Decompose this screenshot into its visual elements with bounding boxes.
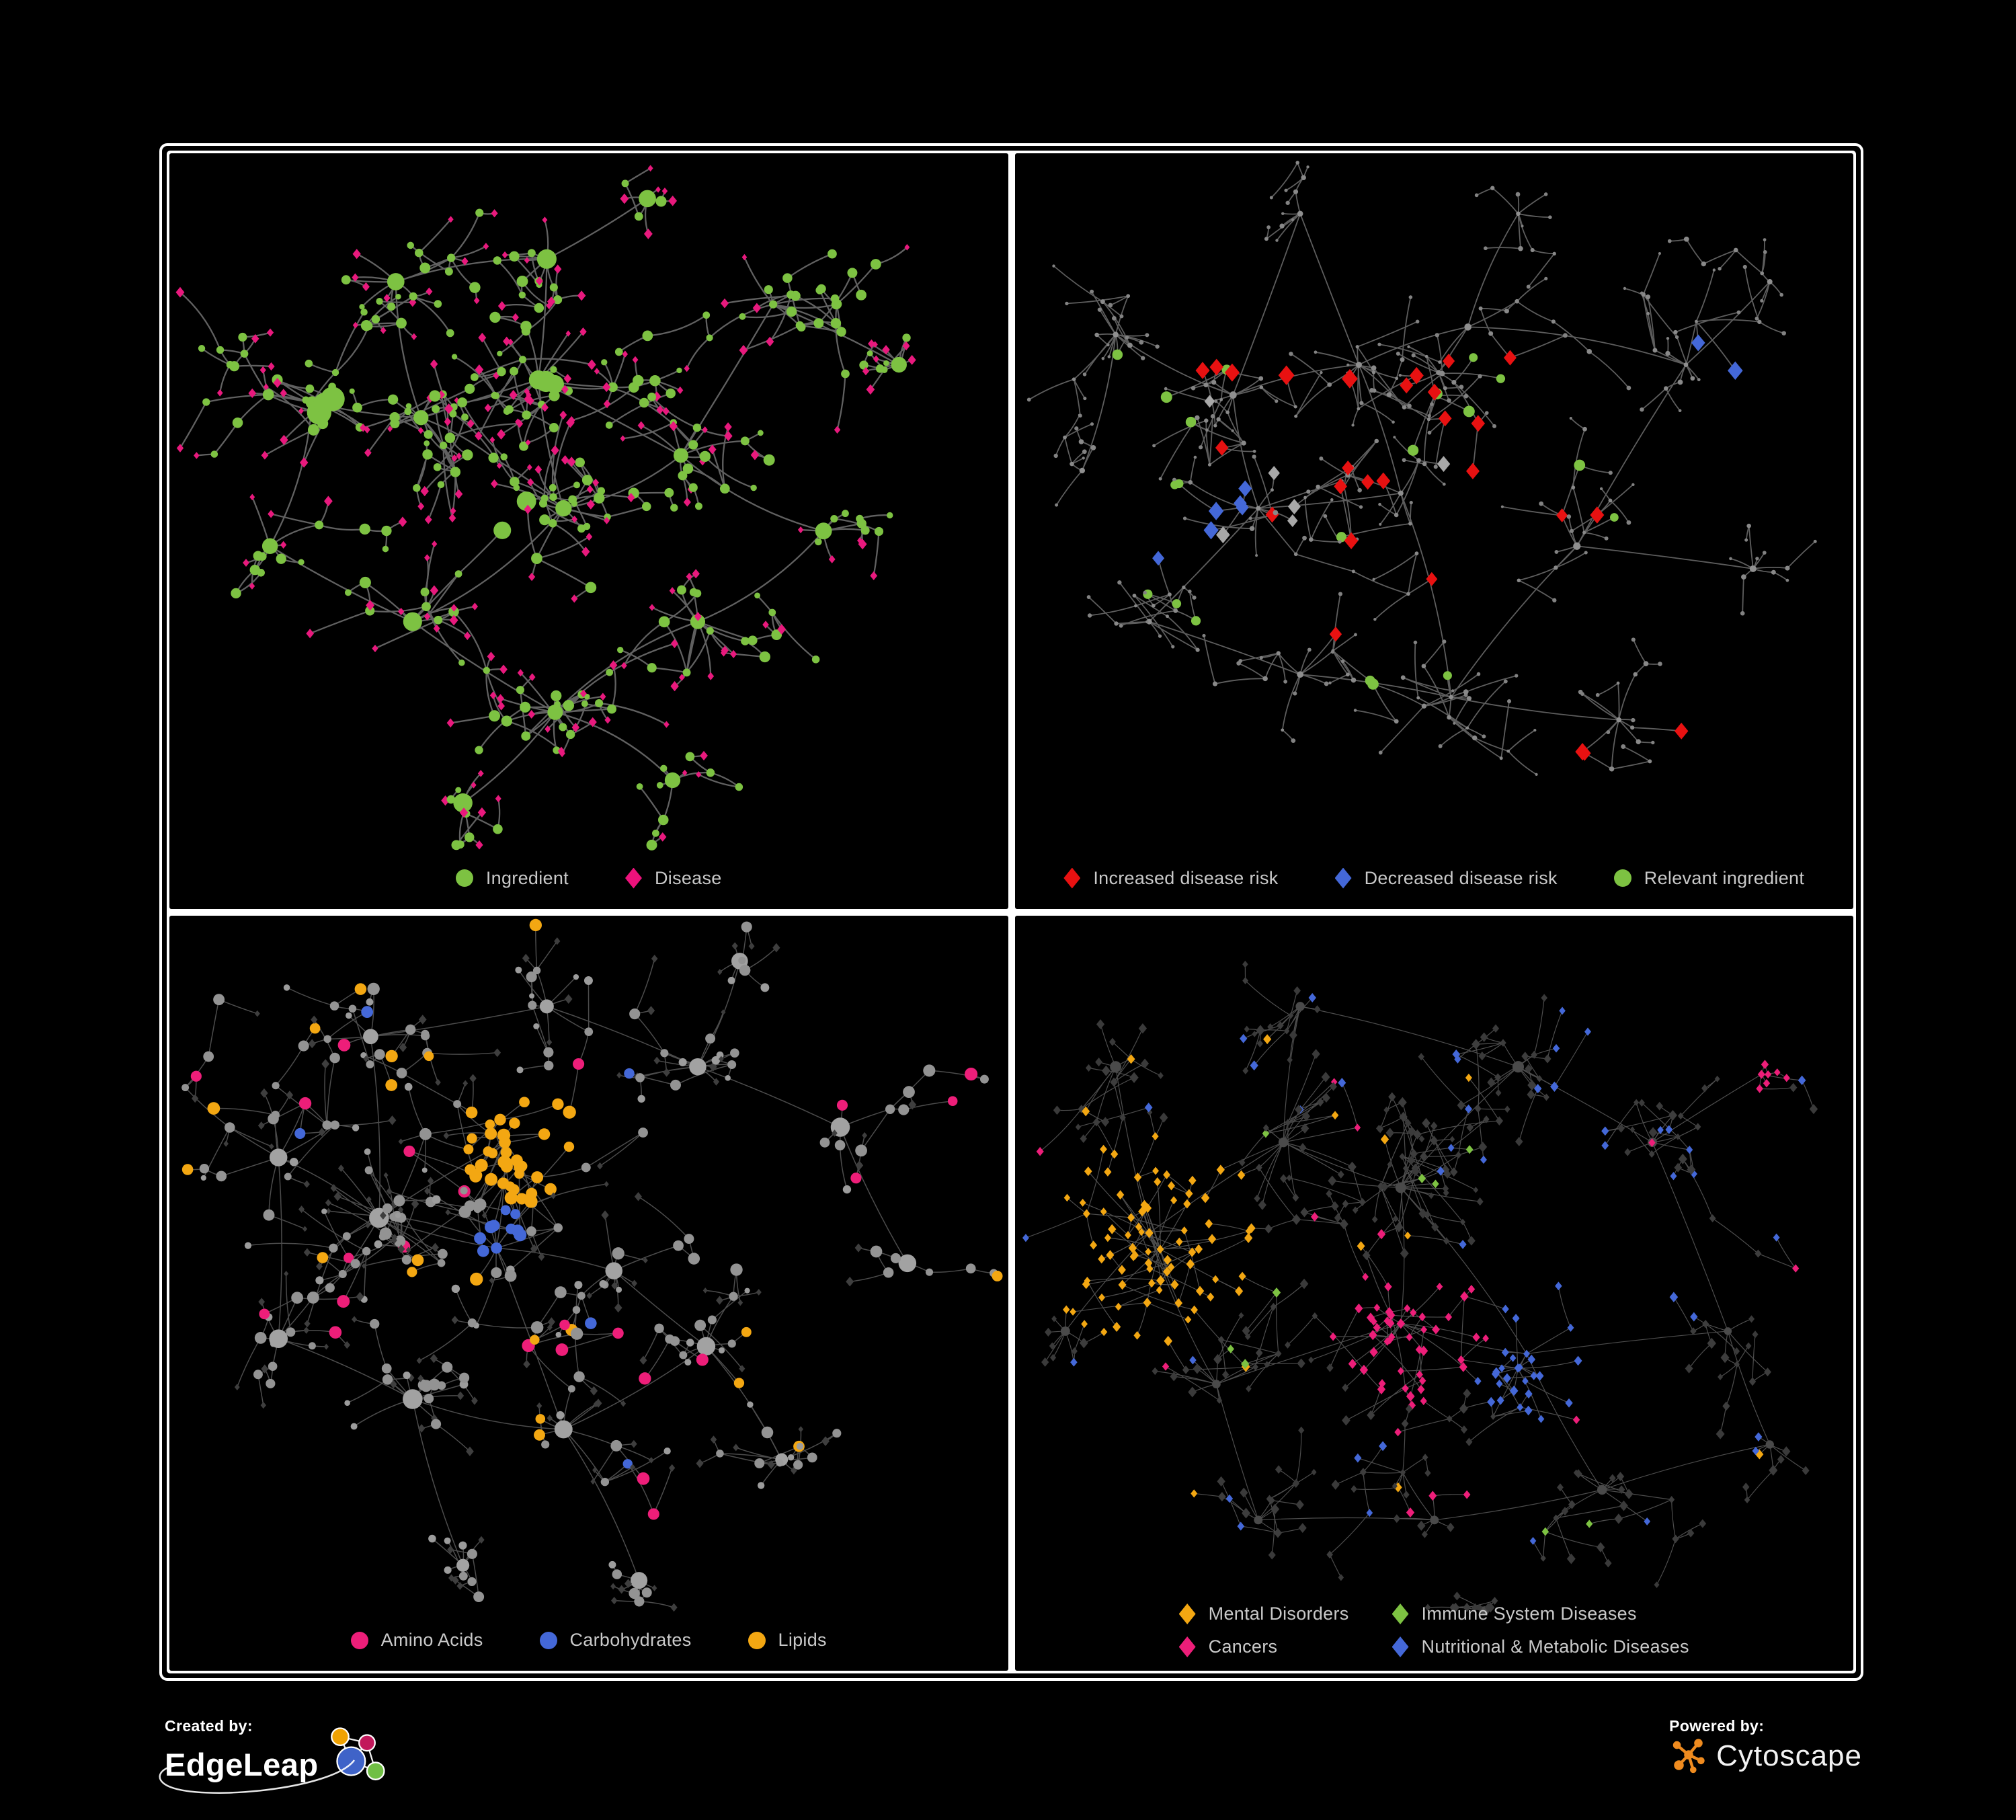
panel-grid: Ingredient Disease Increased disease risk… bbox=[167, 151, 1856, 1673]
legend-label: Amino Acids bbox=[380, 1630, 483, 1650]
immune-system-diseases-marker-icon bbox=[1392, 1604, 1409, 1624]
figure-frame: Ingredient Disease Increased disease risk… bbox=[159, 143, 1863, 1681]
carbohydrates-marker-icon bbox=[539, 1631, 557, 1649]
network-graph-ingredient-disease bbox=[175, 165, 916, 850]
legend-item-increased-disease-risk: Increased disease risk bbox=[1063, 867, 1279, 889]
legend-item-carbohydrates: Carbohydrates bbox=[539, 1630, 692, 1651]
ingredient-marker-icon bbox=[455, 869, 473, 887]
legend-item-decreased-disease-risk: Decreased disease risk bbox=[1334, 867, 1558, 889]
cytoscape-logo-icon bbox=[1672, 1739, 1705, 1774]
legend-item-amino-acids: Amino Acids bbox=[350, 1630, 483, 1651]
legend-ingredient-disease: Ingredient Disease bbox=[169, 867, 1008, 889]
legend-disease-risk: Increased disease risk Decreased disease … bbox=[1015, 867, 1854, 889]
cancers-marker-icon bbox=[1178, 1636, 1196, 1657]
cytoscape-wordmark: Cytoscape bbox=[1716, 1739, 1862, 1772]
legend-label: Nutritional & Metabolic Diseases bbox=[1421, 1636, 1689, 1657]
network-graph-nutrient-classes bbox=[182, 918, 1003, 1612]
legend-item-immune-system-diseases: Immune System Diseases bbox=[1392, 1604, 1637, 1624]
legend-item-lipids: Lipids bbox=[748, 1630, 827, 1651]
legend-label: Lipids bbox=[778, 1630, 827, 1650]
legend-item-mental-disorders: Mental Disorders bbox=[1178, 1604, 1349, 1624]
legend-item-disease: Disease bbox=[624, 867, 722, 889]
legend-label: Ingredient bbox=[485, 867, 569, 888]
nutritional-metabolic-diseases-marker-icon bbox=[1392, 1636, 1409, 1657]
relevant-ingredient-marker-icon bbox=[1613, 869, 1631, 887]
legend-label: Relevant ingredient bbox=[1644, 867, 1805, 888]
legend-disease-classes: Mental Disorders Immune System Diseases Ca… bbox=[1015, 1604, 1854, 1657]
disease-marker-icon bbox=[624, 867, 642, 889]
legend-label: Decreased disease risk bbox=[1364, 867, 1558, 888]
edgeleap-logo-icon bbox=[330, 1727, 385, 1780]
legend-label: Mental Disorders bbox=[1208, 1604, 1349, 1624]
footer: Created by: EdgeLeap Powered by: bbox=[0, 1708, 2016, 1815]
increased-disease-risk-marker-icon bbox=[1063, 867, 1081, 889]
network-graph-disease-risk bbox=[1026, 161, 1817, 776]
legend-label: Immune System Diseases bbox=[1421, 1604, 1637, 1624]
network-graph-disease-classes bbox=[1022, 960, 1818, 1615]
panel-disease-classes: Mental Disorders Immune System Diseases Ca… bbox=[1014, 915, 1854, 1671]
decreased-disease-risk-marker-icon bbox=[1334, 867, 1352, 889]
legend-item-cancers: Cancers bbox=[1178, 1636, 1278, 1657]
panel-ingredient-disease: Ingredient Disease bbox=[169, 153, 1008, 909]
legend-label: Increased disease risk bbox=[1093, 867, 1279, 888]
legend-label: Disease bbox=[654, 867, 722, 888]
lipids-marker-icon bbox=[748, 1631, 766, 1649]
panel-disease-risk: Increased disease risk Decreased disease … bbox=[1014, 153, 1854, 909]
cytoscape-credit: Powered by: Cytoscape bbox=[1669, 1717, 1862, 1776]
amino-acids-marker-icon bbox=[350, 1631, 368, 1649]
legend-label: Carbohydrates bbox=[569, 1630, 692, 1650]
panel-nutrient-classes: Amino Acids Carbohydrates Lipids bbox=[169, 915, 1008, 1671]
legend-nutrient-classes: Amino Acids Carbohydrates Lipids bbox=[169, 1630, 1008, 1651]
legend-item-nutritional-metabolic-diseases: Nutritional & Metabolic Diseases bbox=[1392, 1636, 1689, 1657]
edgeleap-wordmark: EdgeLeap bbox=[165, 1746, 319, 1782]
legend-label: Cancers bbox=[1208, 1636, 1278, 1657]
edgeleap-credit: Created by: EdgeLeap bbox=[159, 1717, 391, 1794]
legend-item-ingredient: Ingredient bbox=[455, 867, 569, 889]
powered-by-label: Powered by: bbox=[1669, 1717, 1765, 1735]
legend-item-relevant-ingredient: Relevant ingredient bbox=[1613, 867, 1805, 889]
created-by-label: Created by: bbox=[165, 1717, 253, 1735]
mental-disorders-marker-icon bbox=[1178, 1604, 1196, 1624]
